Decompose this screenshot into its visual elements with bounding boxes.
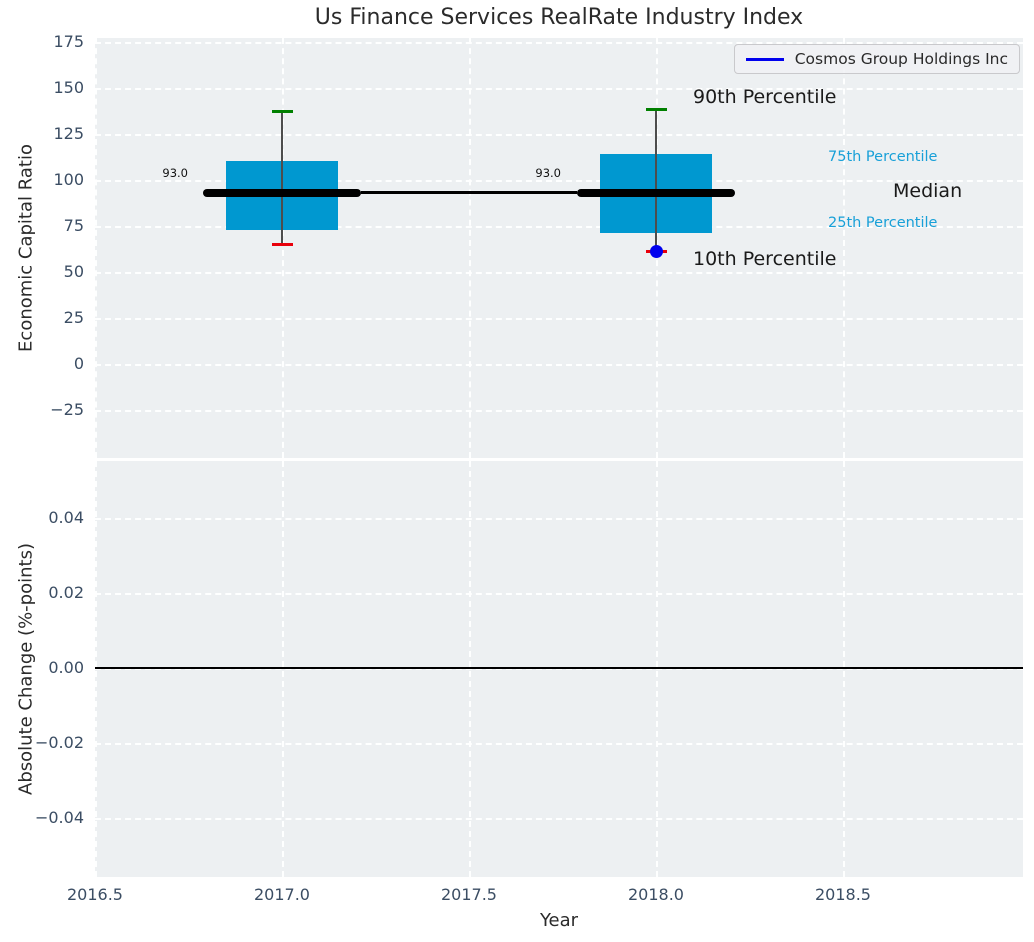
gridline-vertical [282,38,284,458]
median-line-segment [203,188,361,197]
median-annotation: Median [893,180,963,202]
top-plot-area: Cosmos Group Holdings Inc 93.0 93.0 90th… [95,38,1023,458]
y-tick-label: 0.04 [48,508,84,527]
gridline-vertical [282,461,284,877]
gridline-horizontal [95,133,1023,136]
median-line-segment [577,188,735,197]
p90-annotation: 90th Percentile [693,86,837,108]
legend-label: Cosmos Group Holdings Inc [794,50,1008,68]
x-tick-label: 2018.5 [815,885,871,904]
gridline-vertical [95,38,97,458]
gridline-horizontal [95,743,1023,745]
gridline-horizontal [95,225,1023,228]
y-tick-label: 125 [53,123,84,143]
y-tick-label: −25 [50,400,84,419]
x-tick-label: 2018.0 [628,885,684,904]
gridline-horizontal [95,87,1023,90]
gridline-horizontal [95,818,1023,820]
boxplot-whisker [281,111,283,245]
gridline-vertical [469,38,471,458]
gridline-horizontal [95,363,1023,366]
gridline-vertical [843,38,845,458]
x-tick-label: 2017.0 [254,885,310,904]
y-tick-label: 75 [63,215,84,235]
p90-whisker-cap [271,110,293,114]
gridline-vertical [656,461,658,877]
p75-annotation: 75th Percentile [828,149,938,165]
bottom-plot-area [95,461,1023,877]
x-tick-label: 2017.5 [441,885,497,904]
p25-annotation: 25th Percentile [828,215,938,231]
x-axis-label: Year [539,910,579,931]
x-tick-label: 2016.5 [67,885,123,904]
chart-title: Us Finance Services RealRate Industry In… [314,5,804,30]
legend-line-swatch [745,57,784,61]
y-tick-label: 25 [63,307,84,327]
gridline-horizontal [95,593,1023,595]
p90-whisker-cap [645,108,667,112]
y-tick-label: 50 [63,261,84,281]
gridline-vertical [469,461,471,877]
p10-annotation: 10th Percentile [693,248,837,270]
gridline-vertical [843,461,845,877]
gridline-horizontal [95,41,1023,44]
gridline-horizontal [95,410,1023,412]
y-tick-label: 100 [53,169,84,189]
company-data-point [649,245,663,259]
median-value-label-2017: 93.0 [162,166,188,180]
median-value-label-2018: 93.0 [535,166,561,180]
gridline-horizontal [95,668,1023,670]
y-tick-label: 150 [53,77,84,97]
y-tick-label: 0 [73,353,84,373]
y-tick-label: −0.04 [34,808,84,827]
y-tick-label: −0.02 [34,733,84,752]
gridline-horizontal [95,179,1023,182]
zero-reference-line [95,667,1023,669]
gridline-horizontal [95,317,1023,320]
p10-whisker-cap [271,242,293,246]
legend: Cosmos Group Holdings Inc [733,44,1020,74]
y-tick-label: 175 [53,31,84,51]
y-tick-label: 0.02 [48,583,84,602]
gridline-vertical [95,461,97,877]
y-tick-label: 0.00 [48,658,84,677]
gridline-horizontal [95,271,1023,274]
boxplot-whisker [655,109,657,252]
median-connector-line [361,191,577,195]
gridline-horizontal [95,518,1023,520]
